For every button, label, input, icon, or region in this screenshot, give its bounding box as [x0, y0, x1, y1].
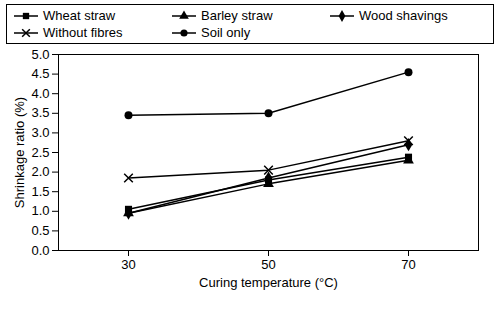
svg-text:5.0: 5.0 — [31, 47, 49, 62]
svg-text:2.0: 2.0 — [31, 164, 49, 179]
svg-text:4.5: 4.5 — [31, 66, 49, 81]
svg-text:30: 30 — [121, 257, 135, 272]
html-text:Wood shavings: Wood shavings — [359, 8, 448, 23]
svg-text:50: 50 — [261, 257, 275, 272]
svg-text:70: 70 — [401, 257, 415, 272]
svg-text:1.5: 1.5 — [31, 184, 49, 199]
html-text:Wheat straw: Wheat straw — [43, 8, 116, 23]
svg-text:0.0: 0.0 — [31, 243, 49, 258]
html-text:Soil only: Soil only — [201, 25, 251, 40]
html-text:Barley straw: Barley straw — [201, 8, 273, 23]
svg-text:3.5: 3.5 — [31, 105, 49, 120]
svg-text:2.5: 2.5 — [31, 145, 49, 160]
svg-text:1.0: 1.0 — [31, 203, 49, 218]
svg-text:Curing temperature (°C): Curing temperature (°C) — [199, 275, 338, 290]
svg-text:3.0: 3.0 — [31, 125, 49, 140]
svg-text:0.5: 0.5 — [31, 223, 49, 238]
svg-text:Shrinkage ratio (%): Shrinkage ratio (%) — [12, 97, 27, 208]
svg-text:4.0: 4.0 — [31, 86, 49, 101]
html-text:Without fibres: Without fibres — [43, 25, 123, 40]
